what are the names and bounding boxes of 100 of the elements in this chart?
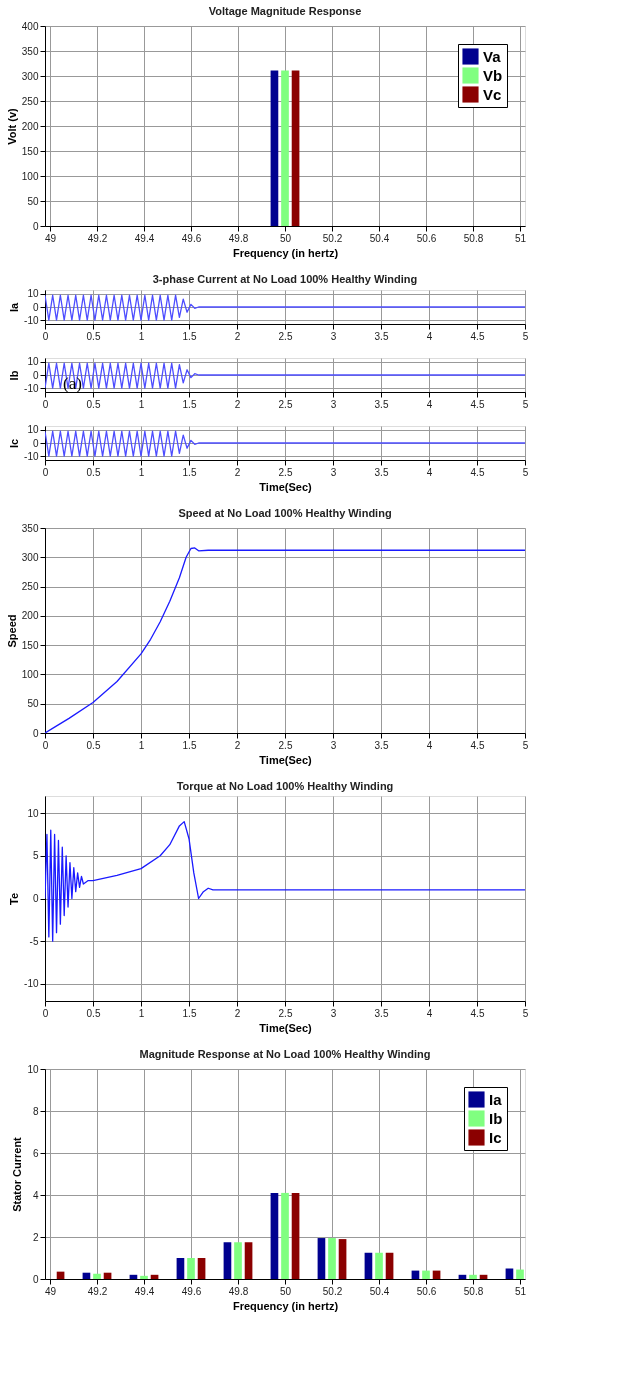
y-tick-label: 6 — [32, 1147, 39, 1159]
x-tick-label: 0.5 — [86, 466, 101, 478]
x-tick-label: 1.5 — [182, 398, 197, 410]
y-tick-label: -10 — [24, 314, 39, 326]
x-tick-label: 49.8 — [228, 1285, 249, 1297]
x-tick-label: 3.5 — [374, 739, 389, 751]
y-tick-label: 4 — [32, 1189, 39, 1201]
x-tick-label: 4.5 — [470, 330, 485, 342]
x-tick-label: 4 — [426, 739, 433, 751]
bar — [140, 1275, 148, 1279]
x-axis-title: Frequency (in hertz) — [232, 246, 339, 259]
bar — [93, 1273, 101, 1279]
x-tick-label: 5 — [522, 398, 529, 410]
chart-title: Magnitude Response at No Load 100% Healthy Winding — [139, 1048, 431, 1060]
x-tick-label: 0.5 — [86, 398, 101, 410]
x-tick-label: 4.5 — [470, 466, 485, 478]
y-tick-label: 2 — [32, 1231, 39, 1243]
y-tick-label: 250 — [21, 581, 39, 593]
y-tick-label: 0 — [32, 1273, 39, 1285]
y-tick-label: -5 — [29, 935, 39, 947]
chart-title: 3-phase Current at No Load 100% Healthy Winding — [152, 272, 418, 285]
x-tick-label: 50.8 — [463, 1285, 484, 1297]
x-tick-label: 4.5 — [470, 398, 485, 410]
x-tick-label: 50 — [279, 1285, 292, 1297]
y-tick-label: 100 — [21, 668, 39, 680]
y-tick-label: 150 — [21, 639, 39, 651]
x-tick-label: 1.5 — [182, 1007, 197, 1019]
y-tick-label: 10 — [27, 356, 39, 368]
bar — [422, 1270, 430, 1279]
y-tick-label: 5 — [32, 850, 39, 862]
bar — [197, 1258, 206, 1279]
bar — [469, 1274, 477, 1279]
x-tick-label: 49.2 — [87, 232, 108, 244]
y-tick-label: 0 — [32, 369, 39, 381]
bar — [375, 1252, 383, 1279]
y-tick-label: 10 — [27, 288, 39, 300]
x-tick-label: 49.4 — [134, 232, 155, 244]
x-tick-label: 2 — [234, 330, 241, 342]
legend-label: Ib — [489, 1109, 503, 1127]
y-tick-label: 400 — [21, 20, 39, 32]
bar — [176, 1258, 185, 1279]
line-series — [45, 820, 525, 942]
x-tick-label: 3 — [330, 739, 337, 751]
x-tick-label: 1.5 — [182, 330, 197, 342]
y-tick-label: 300 — [21, 70, 39, 82]
y-tick-label: 10 — [27, 807, 39, 819]
y-axis-title: Ib — [8, 370, 21, 381]
x-tick-label: 2.5 — [278, 330, 293, 342]
bar — [244, 1242, 253, 1279]
x-tick-label: 4.5 — [470, 739, 485, 751]
x-tick-label: 5 — [522, 466, 529, 478]
x-tick-label: 0 — [42, 466, 49, 478]
x-tick-label: 50.4 — [369, 1285, 390, 1297]
x-tick-label: 0 — [42, 398, 49, 410]
x-tick-label: 50.6 — [416, 1285, 437, 1297]
y-tick-label: 250 — [21, 95, 39, 107]
bar — [187, 1258, 195, 1279]
x-tick-label: 5 — [522, 739, 529, 751]
chart-title: Torque at No Load 100% Healthy Winding — [176, 780, 394, 792]
x-tick-label: 3.5 — [374, 466, 389, 478]
y-tick-label: 50 — [27, 698, 39, 710]
x-axis-title: Frequency (in hertz) — [232, 1299, 339, 1312]
bar — [385, 1252, 394, 1279]
x-tick-label: 49.6 — [181, 1285, 202, 1297]
x-tick-label: 0.5 — [86, 739, 101, 751]
x-tick-label: 3.5 — [374, 330, 389, 342]
bar — [338, 1239, 347, 1279]
bar — [234, 1242, 242, 1279]
x-tick-label: 0 — [42, 739, 49, 751]
x-tick-label: 49.6 — [181, 232, 202, 244]
y-tick-label: 0 — [32, 893, 39, 904]
x-tick-label: 3.5 — [374, 398, 389, 410]
x-tick-label: 4 — [426, 330, 433, 342]
bar — [270, 1192, 279, 1279]
y-tick-label: 8 — [32, 1105, 39, 1117]
y-tick-label: 0 — [32, 301, 39, 313]
x-tick-label: 49.4 — [134, 1285, 155, 1297]
chart-title: Speed at No Load 100% Healthy Winding — [178, 507, 392, 519]
x-tick-label: 1 — [138, 330, 145, 342]
bar — [516, 1269, 524, 1279]
y-tick-label: 200 — [21, 120, 39, 132]
x-tick-label: 50.2 — [322, 232, 343, 244]
x-tick-label: 49 — [44, 232, 57, 244]
x-tick-label: 4.5 — [470, 1007, 485, 1019]
y-axis-title: Speed — [5, 614, 18, 648]
y-tick-label: -10 — [24, 450, 39, 462]
x-axis-title: Time(Sec) — [259, 753, 313, 766]
line-series — [45, 294, 525, 321]
x-tick-label: 2.5 — [278, 1007, 293, 1019]
x-tick-label: 0.5 — [86, 330, 101, 342]
legend-label: Vb — [483, 66, 503, 84]
x-tick-label: 49 — [44, 1285, 57, 1297]
bar — [328, 1238, 336, 1279]
x-tick-label: 4 — [426, 398, 433, 410]
legend-label: Va — [483, 47, 502, 65]
y-tick-label: 0 — [32, 220, 39, 232]
bar — [223, 1242, 232, 1279]
x-tick-label: 2 — [234, 739, 241, 751]
y-tick-label: 0 — [32, 727, 39, 739]
x-tick-label: 1.5 — [182, 739, 197, 751]
